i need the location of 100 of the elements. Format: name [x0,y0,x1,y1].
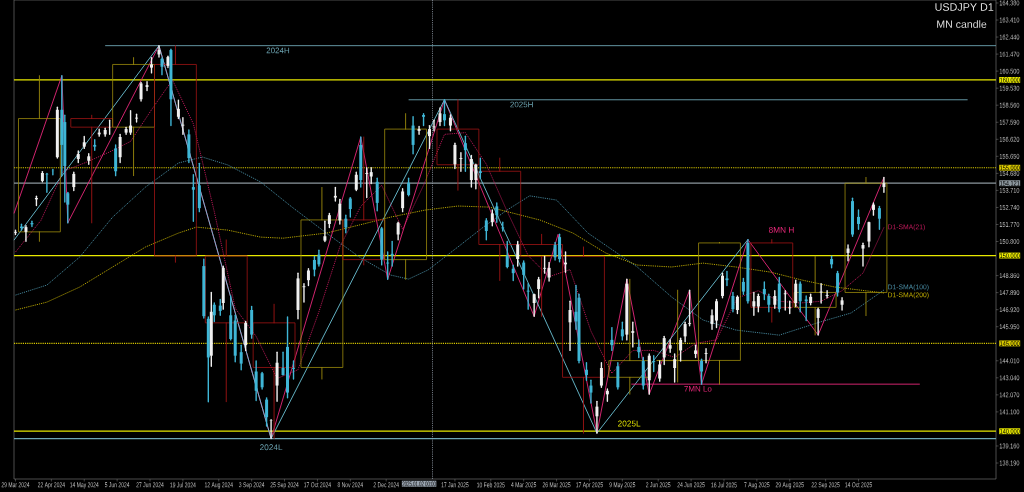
annotation: 2025L [618,420,641,427]
candlestick [857,209,860,230]
candlestick [688,289,692,327]
annotation: 8MN H [768,227,794,233]
candlestick [197,162,201,213]
candlestick [861,242,865,267]
annotation: 2024L [260,444,283,451]
candlestick [292,360,296,380]
candlestick [478,157,482,179]
candlestick [851,197,855,237]
candlestick [191,174,195,223]
candlestick [24,225,28,243]
candlestick [526,282,530,310]
candlestick [469,154,473,188]
candlestick [704,347,708,364]
candlestick [610,326,614,352]
candlestick [432,119,436,132]
candlestick [229,295,233,341]
candlestick [731,291,735,313]
line-series [15,205,885,311]
candlestick [150,56,154,74]
candlestick [658,360,662,382]
candlestick [840,297,844,311]
candlestick [484,217,488,241]
candlestick [417,125,421,136]
candlestick [401,188,405,213]
candlestick [453,142,457,170]
candlestick [794,279,798,308]
candlestick [302,282,306,303]
candlestick [390,240,394,267]
candlestick [428,124,432,150]
candlestick [798,281,802,313]
candlestick [537,276,541,299]
candlestick [558,233,562,263]
candlestick [157,44,161,58]
candlestick [804,295,808,322]
candlestick [568,300,572,352]
line-series [13,45,749,440]
candlestick [668,339,672,353]
candlestick [244,320,248,352]
candlestick [323,220,327,243]
candlestick [516,240,520,267]
candlestick [505,240,509,269]
candlestick [816,307,820,336]
chart-title: USDJPY D1 [935,3,994,11]
candlestick [312,255,316,277]
candlestick [631,321,635,348]
candlestick [118,133,122,164]
candlestick [595,400,599,434]
candlestick [354,171,358,192]
candlestick [700,358,704,385]
candlestick [145,80,149,92]
candlestick [715,298,718,329]
candlestick [522,260,526,290]
candlestick [846,244,850,262]
candlestick [269,419,273,440]
candlestick [495,202,499,223]
candlestick [616,362,620,390]
text: MN candle [937,20,987,28]
candlestick [181,116,185,136]
candlestick [129,109,133,136]
candlestick [662,335,666,366]
candlestick [187,129,191,164]
candlestick [72,171,76,192]
candlestick [673,353,677,383]
candlestick [844,176,888,317]
candlestick [139,81,143,102]
candlestick [239,344,243,371]
candlestick [679,337,683,362]
candlestick [212,302,216,323]
candlestick [14,229,17,236]
candlestick [176,99,180,120]
candlestick [725,270,729,287]
candlestick [114,144,118,177]
candlestick [532,293,536,318]
candlestick [463,135,467,172]
candlestick [254,360,258,402]
candlestick [442,99,446,127]
candlestick [459,152,463,172]
candlestick [348,196,352,218]
candlestick [825,290,829,299]
candlestick [375,177,379,212]
candlestick [547,261,551,282]
candlestick [836,270,840,297]
candlestick [411,116,415,155]
candlestick [365,167,369,199]
candlestick [882,176,886,194]
candlestick [877,205,881,230]
candlestick [752,291,756,316]
candlestick [599,362,603,389]
candlestick [783,290,787,311]
candlestick [275,351,279,403]
candlestick [720,272,724,299]
candlestick [867,221,871,248]
candlestick [589,379,593,404]
candlestick [474,163,478,190]
candlestick [265,397,269,427]
candlestick [683,321,687,343]
line-series [15,156,885,336]
candlestick [338,198,342,225]
